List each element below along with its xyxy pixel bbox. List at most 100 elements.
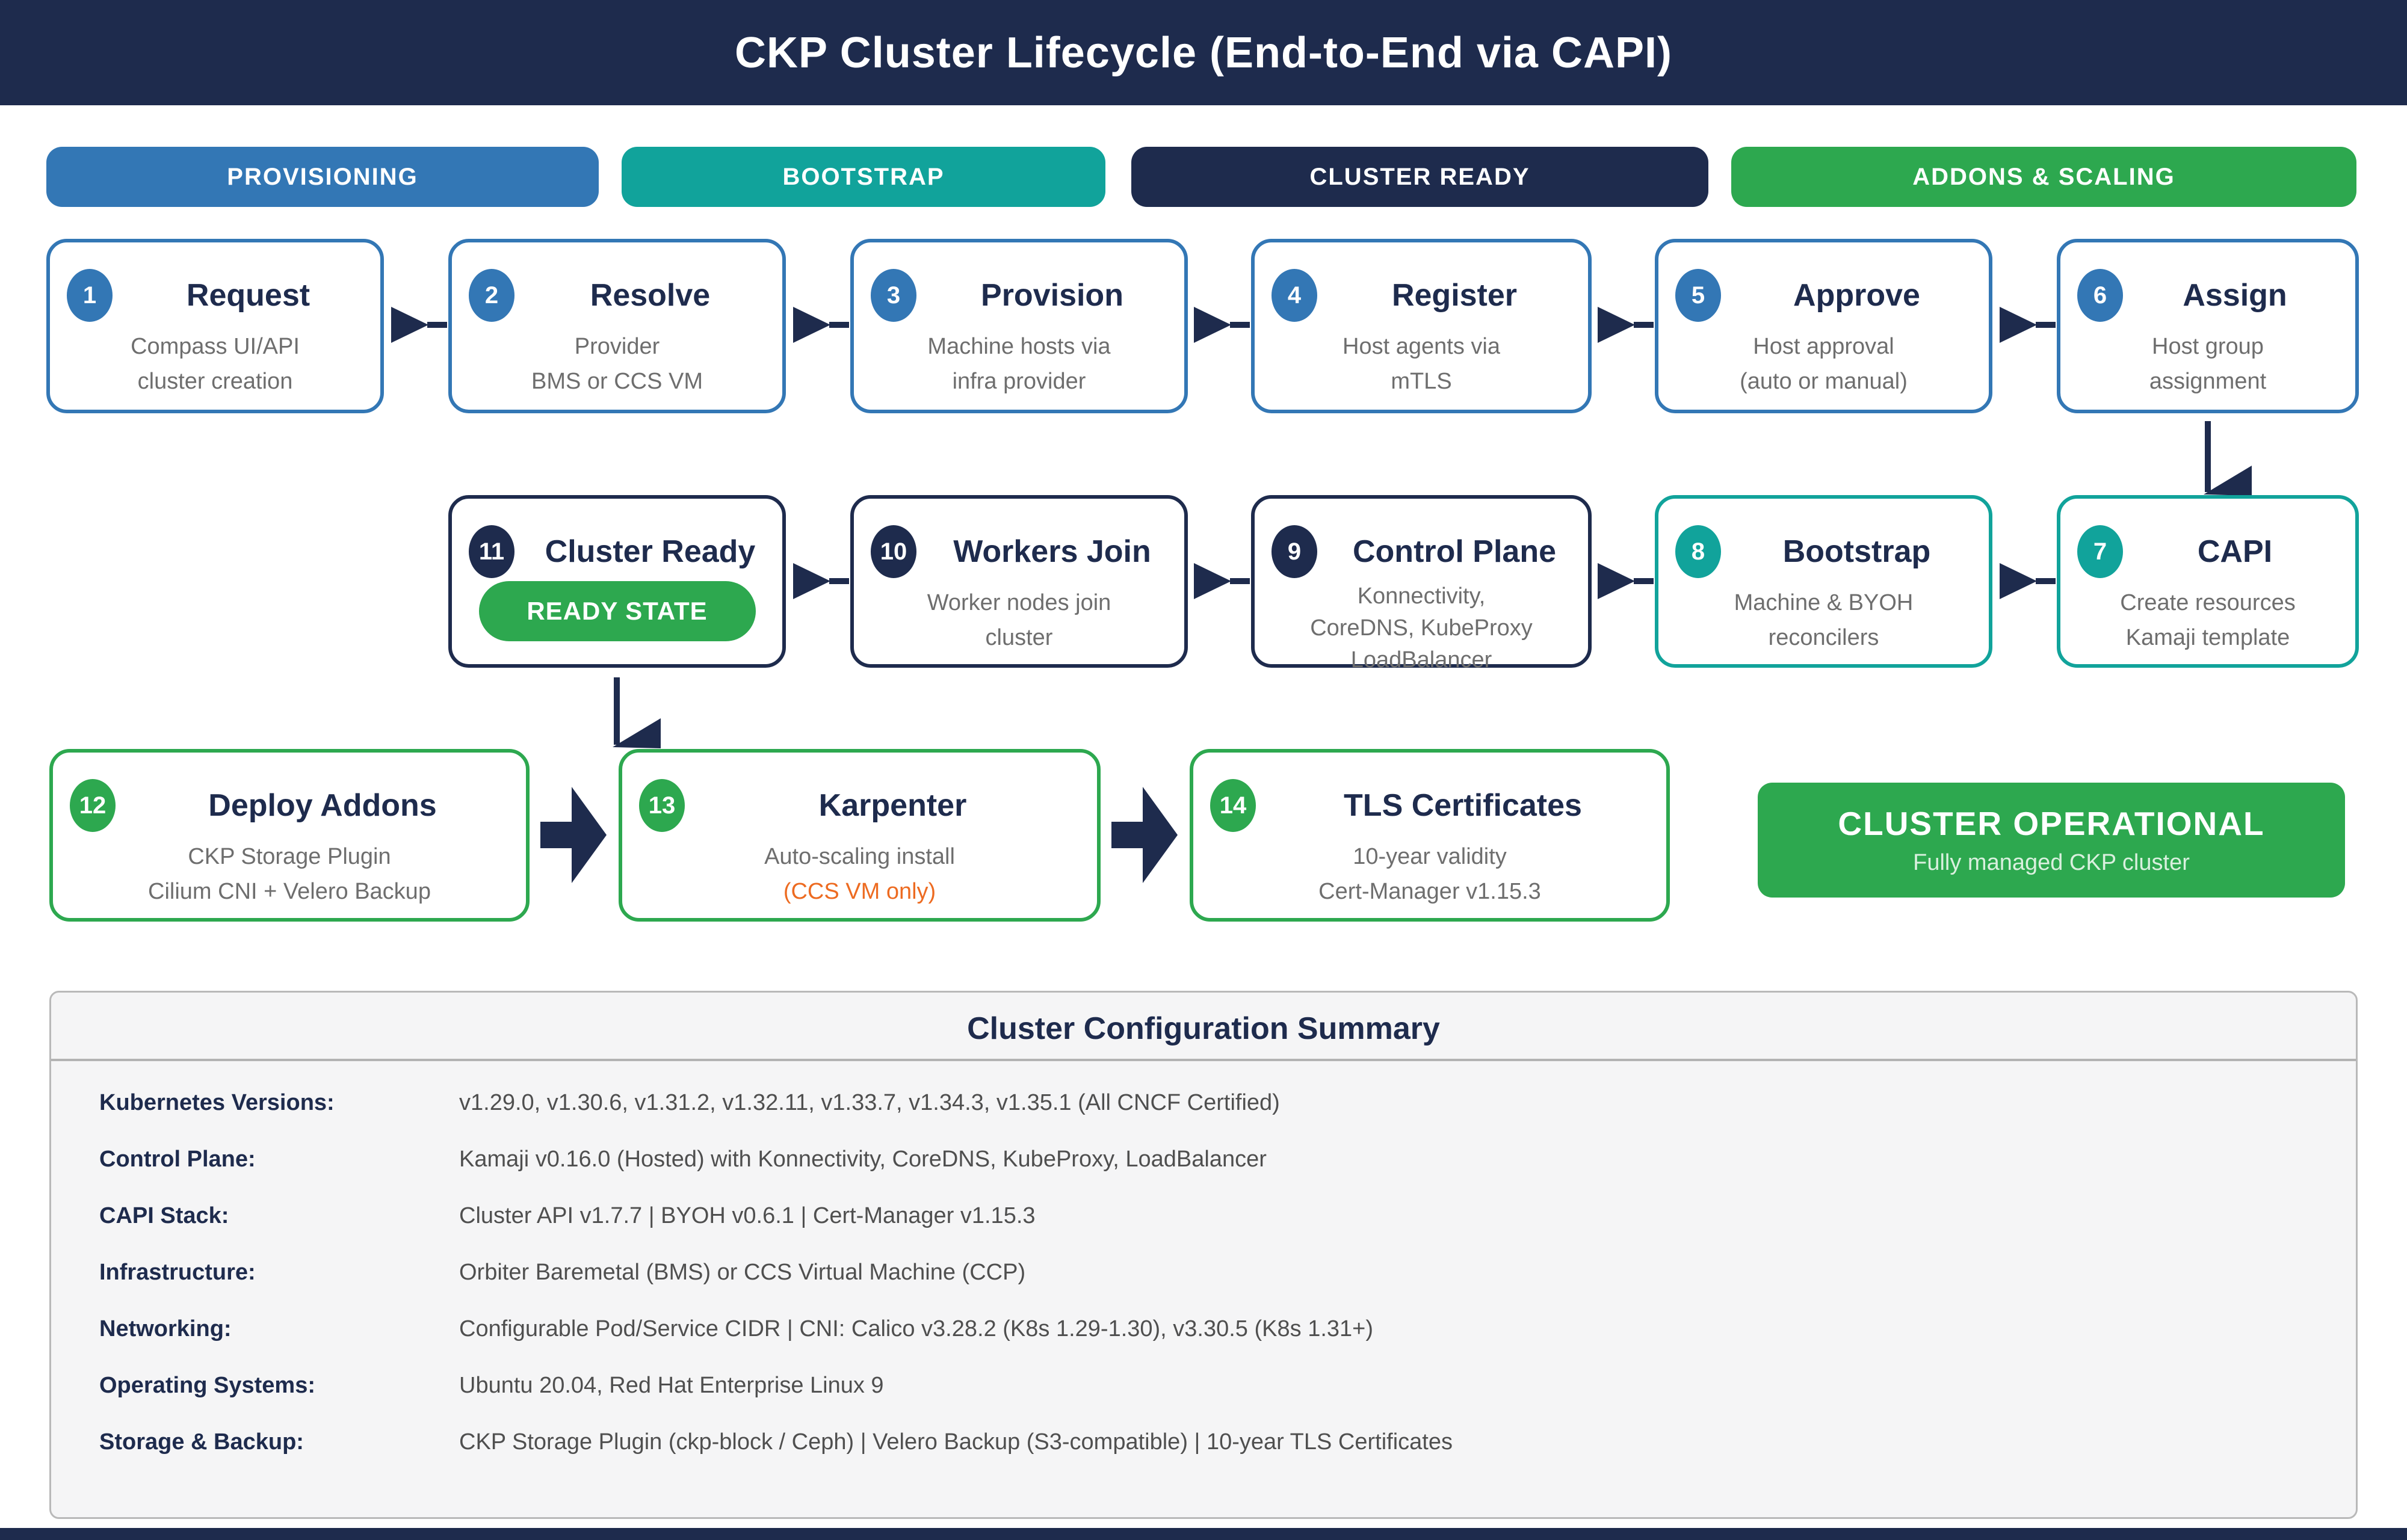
arrow-right-icon: [1194, 307, 1250, 343]
summary-row: Operating Systems: Ubuntu 20.04, Red Hat …: [99, 1357, 2320, 1414]
step-title: TLS Certificates: [1344, 788, 1582, 823]
summary-label: CAPI Stack:: [99, 1203, 229, 1228]
arrow-right-icon: [2000, 307, 2056, 343]
arrow-right-icon: [1598, 307, 1654, 343]
cluster-operational-subtitle: Fully managed CKP cluster: [1913, 850, 2190, 875]
step-number-badge: 2: [469, 269, 514, 322]
phase-badge-provisioning: PROVISIONING: [46, 147, 599, 207]
summary-row: Storage & Backup: CKP Storage Plugin (ckp…: [99, 1414, 2320, 1470]
summary-row: CAPI Stack: Cluster API v1.7.7 | BYOH v0.…: [99, 1187, 2320, 1244]
step-box-cluster-ready: 11 Cluster Ready READY STATE: [448, 495, 786, 668]
step-title: Control Plane: [1352, 534, 1557, 569]
arrow-right-icon: [793, 307, 849, 343]
step-subtitle: Provider: [574, 334, 660, 359]
step-subtitle: (auto or manual): [1740, 369, 1908, 394]
arrow-right-icon: [391, 307, 447, 343]
summary-row: Control Plane: Kamaji v0.16.0 (Hosted) wi…: [99, 1131, 2320, 1187]
step-subtitle: Compass UI/API: [131, 334, 300, 359]
arrow-right-icon: [1598, 563, 1654, 599]
step-number-badge: 3: [871, 269, 916, 322]
summary-label: Operating Systems:: [99, 1372, 315, 1398]
step-subtitle: cluster creation: [137, 369, 293, 394]
step-title: Request: [186, 278, 311, 313]
step-box-request: 1 Request Compass UI/API cluster creation: [46, 239, 384, 413]
phase-badge-addons-scaling: ADDONS & SCALING: [1731, 147, 2356, 207]
step-box-capi: 7 CAPI Create resources Kamaji template: [2057, 495, 2359, 668]
step-subtitle: Konnectivity,: [1357, 584, 1486, 609]
header-bar: CKP Cluster Lifecycle (End-to-End via CA…: [0, 0, 2407, 105]
ready-state-badge: READY STATE: [478, 581, 756, 641]
step-subtitle: cluster: [985, 625, 1053, 650]
cluster-operational-banner: CLUSTER OPERATIONAL Fully managed CKP cl…: [1758, 783, 2345, 898]
summary-value: v1.29.0, v1.30.6, v1.31.2, v1.32.11, v1.…: [459, 1089, 1280, 1115]
summary-label: Networking:: [99, 1316, 232, 1341]
step-title: Approve: [1793, 278, 1920, 313]
summary-label: Storage & Backup:: [99, 1429, 304, 1455]
step-subtitle: LoadBalancer: [1350, 647, 1492, 673]
step-title: Resolve: [590, 278, 711, 313]
step-number-badge: 7: [2077, 525, 2123, 578]
step-subtitle: CoreDNS, KubeProxy: [1310, 615, 1533, 641]
phase-badge-bootstrap: BOOTSTRAP: [622, 147, 1105, 207]
block-arrow-right-icon: [1111, 787, 1178, 883]
step-box-bootstrap: 8 Bootstrap Machine & BYOH reconcilers: [1655, 495, 1992, 668]
step-number-badge: 14: [1210, 779, 1256, 832]
step-subtitle-highlight: (CCS VM only): [783, 879, 936, 904]
step-subtitle: infra provider: [952, 369, 1086, 394]
step-title: Provision: [981, 278, 1123, 313]
step-subtitle: Cert-Manager v1.15.3: [1318, 879, 1541, 904]
summary-value: Ubuntu 20.04, Red Hat Enterprise Linux 9: [459, 1372, 884, 1398]
step-title: Deploy Addons: [208, 788, 437, 823]
summary-value: CKP Storage Plugin (ckp-block / Ceph) | …: [459, 1429, 1453, 1455]
step-box-deploy-addons: 12 Deploy Addons CKP Storage Plugin Ciliu…: [49, 749, 530, 922]
summary-value: Kamaji v0.16.0 (Hosted) with Konnectivit…: [459, 1146, 1267, 1172]
step-number-badge: 1: [67, 269, 113, 322]
summary-value: Orbiter Baremetal (BMS) or CCS Virtual M…: [459, 1259, 1026, 1285]
phase-badge-cluster-ready: CLUSTER READY: [1131, 147, 1708, 207]
arrow-right-icon: [2000, 563, 2056, 599]
step-title: Karpenter: [818, 788, 967, 823]
summary-title: Cluster Configuration Summary: [967, 1011, 1440, 1046]
step-box-register: 4 Register Host agents via mTLS: [1251, 239, 1592, 413]
step-subtitle: Cilium CNI + Velero Backup: [148, 879, 431, 904]
elbow-arrow-icon: [613, 677, 661, 748]
step-subtitle: Auto-scaling install: [764, 844, 955, 869]
summary-value: Configurable Pod/Service CIDR | CNI: Cal…: [459, 1316, 1373, 1341]
step-subtitle: Machine hosts via: [927, 334, 1111, 359]
step-subtitle: Worker nodes join: [927, 590, 1111, 615]
arrow-right-icon: [793, 563, 849, 599]
arrow-right-icon: [1194, 563, 1250, 599]
cluster-operational-title: CLUSTER OPERATIONAL: [1838, 805, 2265, 842]
step-title: Assign: [2183, 278, 2287, 313]
step-number-badge: 5: [1675, 269, 1721, 322]
block-arrow-right-icon: [540, 787, 607, 883]
step-number-badge: 9: [1271, 525, 1317, 578]
cluster-configuration-summary-panel: Cluster Configuration Summary Kubernetes…: [49, 991, 2358, 1519]
step-title: Workers Join: [953, 534, 1151, 569]
summary-rows: Kubernetes Versions: v1.29.0, v1.30.6, v1…: [99, 1074, 2320, 1470]
step-subtitle: reconcilers: [1768, 625, 1879, 650]
step-subtitle: BMS or CCS VM: [531, 369, 703, 394]
step-box-tls-certificates: 14 TLS Certificates 10-year validity Cert…: [1190, 749, 1670, 922]
step-number-badge: 13: [639, 779, 685, 832]
step-number-badge: 10: [871, 525, 916, 578]
step-subtitle: CKP Storage Plugin: [188, 844, 391, 869]
step-box-resolve: 2 Resolve Provider BMS or CCS VM: [448, 239, 786, 413]
page-title: CKP Cluster Lifecycle (End-to-End via CA…: [735, 28, 1672, 77]
bottom-edge-bar: [0, 1528, 2407, 1540]
step-subtitle: Create resources: [2120, 590, 2296, 615]
step-number-badge: 6: [2077, 269, 2123, 322]
step-number-badge: 8: [1675, 525, 1721, 578]
elbow-arrow-icon: [2204, 421, 2252, 496]
step-subtitle: assignment: [2149, 369, 2267, 394]
step-box-assign: 6 Assign Host group assignment: [2057, 239, 2359, 413]
step-subtitle: 10-year validity: [1353, 844, 1507, 869]
step-subtitle: Machine & BYOH: [1734, 590, 1914, 615]
summary-row: Networking: Configurable Pod/Service CIDR…: [99, 1301, 2320, 1357]
step-title: CAPI: [2197, 534, 2273, 569]
summary-label: Kubernetes Versions:: [99, 1089, 335, 1115]
step-box-provision: 3 Provision Machine hosts via infra provi…: [850, 239, 1188, 413]
divider: [51, 1059, 2356, 1061]
step-subtitle: Host agents via: [1343, 334, 1500, 359]
